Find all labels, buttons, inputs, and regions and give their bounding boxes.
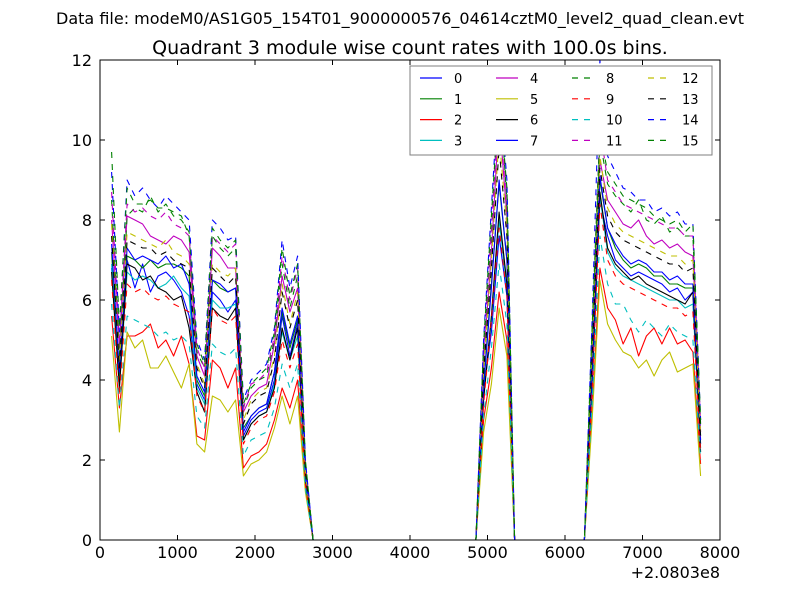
legend-label: 14 <box>682 114 699 129</box>
x-tick-label: 5000 <box>467 543 508 562</box>
figure-suptitle: Data file: modeM0/AS1G05_154T01_90000005… <box>56 9 744 29</box>
x-tick-label: 3000 <box>312 543 353 562</box>
x-tick-label: 4000 <box>390 543 431 562</box>
y-tick-label: 4 <box>82 371 92 390</box>
legend-label: 5 <box>530 93 538 108</box>
series-1-line <box>111 179 702 541</box>
legend-label: 0 <box>454 72 462 87</box>
x-tick-label: 6000 <box>545 543 586 562</box>
legend-label: 6 <box>530 114 538 129</box>
legend-label: 8 <box>606 72 614 87</box>
legend-label: 2 <box>454 114 462 129</box>
legend-label: 11 <box>606 134 623 149</box>
legend-label: 7 <box>530 134 538 149</box>
series-14-line <box>111 59 702 541</box>
series-9-line <box>111 203 702 541</box>
y-tick-label: 12 <box>72 51 92 70</box>
legend-label: 10 <box>606 114 623 129</box>
legend-label: 12 <box>682 72 699 87</box>
x-offset-label: +2.0803e8 <box>631 563 720 582</box>
series-2-line <box>111 267 702 541</box>
legend-label: 13 <box>682 93 699 108</box>
series-7-line <box>111 175 702 541</box>
legend-label: 3 <box>454 134 462 149</box>
legend-label: 1 <box>454 93 462 108</box>
series-6-line <box>111 191 702 541</box>
y-tick-label: 10 <box>72 131 92 150</box>
series-3-line <box>111 195 702 541</box>
x-tick-label: 1000 <box>157 543 198 562</box>
axis-layer: 0 1000 2000 3000 4000 5000 6000 7000 80000246810… <box>72 51 741 562</box>
x-tick-label: 8000 <box>700 543 741 562</box>
series-layer <box>111 59 702 541</box>
y-tick-label: 6 <box>82 291 92 310</box>
series-12-line <box>111 135 702 541</box>
y-tick-label: 8 <box>82 211 92 230</box>
legend-label: 15 <box>682 134 699 149</box>
y-tick-label: 0 <box>82 531 92 550</box>
x-tick-label: 0 <box>95 543 105 562</box>
x-tick-label: 2000 <box>235 543 276 562</box>
legend-label: 4 <box>530 72 538 87</box>
legend-label: 9 <box>606 93 614 108</box>
x-tick-label: 7000 <box>622 543 663 562</box>
series-10-line <box>111 235 702 541</box>
y-tick-label: 2 <box>82 451 92 470</box>
series-13-line <box>111 147 702 541</box>
series-4-line <box>111 115 702 541</box>
series-0-line <box>111 199 702 541</box>
chart-title: Quadrant 3 module wise count rates with … <box>152 37 668 59</box>
series-5-line <box>111 279 702 541</box>
